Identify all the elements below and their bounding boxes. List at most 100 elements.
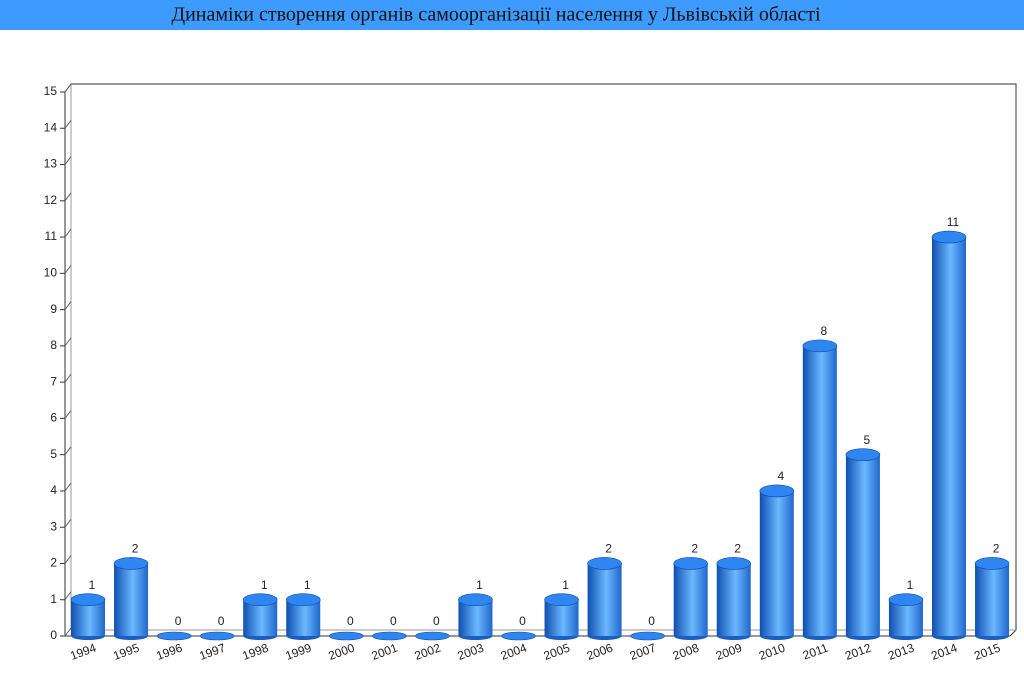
bar-top	[70, 593, 106, 607]
bar-top	[673, 557, 709, 570]
data-label: 2	[734, 542, 741, 556]
x-tick-label: 1998	[240, 641, 270, 663]
y-tick-3d	[64, 265, 72, 274]
data-label: 1	[261, 578, 268, 592]
data-label: 8	[821, 324, 828, 338]
y-tick-label: 13	[44, 157, 58, 171]
x-tick-label: 2010	[757, 641, 787, 663]
data-label: 2	[605, 542, 612, 556]
y-tick-3d	[64, 337, 72, 347]
bar-top	[888, 593, 924, 607]
y-tick-label: 14	[44, 120, 58, 134]
y-tick-3d	[64, 156, 72, 165]
x-tick-label: 2004	[499, 641, 529, 663]
x-tick-label: 1994	[68, 641, 98, 663]
data-label: 11	[947, 215, 960, 229]
y-tick-label: 4	[50, 483, 57, 497]
y-tick-3d	[64, 446, 72, 455]
data-label: 0	[175, 614, 182, 628]
bar-top	[759, 484, 795, 498]
x-tick-label: 2009	[714, 641, 744, 663]
y-tick-label: 8	[50, 338, 57, 352]
x-tick-label: 1999	[283, 641, 313, 663]
data-label: 1	[562, 578, 569, 592]
x-tick-label: 2011	[801, 641, 830, 663]
y-tick-label: 1	[50, 592, 57, 606]
y-tick-label: 3	[50, 519, 57, 533]
bar-top	[845, 448, 881, 461]
bar-top	[802, 339, 838, 353]
y-tick-label: 6	[50, 411, 57, 425]
x-tick-label: 2015	[972, 641, 1002, 663]
x-tick-label: 1997	[197, 641, 227, 663]
y-tick-3d	[64, 591, 72, 601]
data-label: 2	[132, 542, 139, 556]
data-label: 1	[89, 578, 96, 592]
bar-top	[156, 631, 192, 641]
y-tick-label: 0	[50, 628, 57, 642]
bar-top	[931, 230, 967, 244]
y-tick-label: 7	[50, 374, 57, 388]
x-tick-label: 2002	[413, 641, 443, 663]
bar	[802, 345, 837, 636]
y-tick-3d	[64, 518, 72, 528]
bar-top	[587, 557, 622, 570]
data-label: 5	[864, 433, 871, 447]
data-label: 0	[218, 614, 225, 628]
x-tick-label: 1996	[154, 641, 184, 663]
x-tick-label: 2007	[628, 641, 658, 663]
x-tick-label: 2014	[929, 641, 959, 663]
y-tick-3d	[64, 301, 72, 310]
x-tick-label: 2001	[370, 641, 400, 663]
data-label: 2	[691, 542, 698, 556]
y-tick-3d	[64, 373, 72, 383]
data-label: 0	[519, 614, 526, 628]
x-tick-label: 2012	[843, 641, 873, 663]
title-band	[0, 0, 1024, 30]
data-label: 0	[648, 614, 655, 628]
bar-top	[716, 557, 752, 570]
data-label: 1	[304, 578, 311, 592]
data-label: 4	[777, 469, 784, 483]
y-tick-3d	[64, 482, 72, 492]
data-label: 0	[347, 614, 354, 628]
x-tick-label: 1995	[111, 641, 141, 663]
y-tick-label: 11	[45, 229, 58, 243]
data-label: 0	[433, 614, 440, 628]
x-tick-label: 2006	[585, 641, 615, 663]
bar	[716, 563, 751, 636]
bar-top	[113, 557, 149, 570]
data-label: 1	[476, 578, 483, 592]
y-tick-label: 15	[44, 84, 58, 98]
y-tick-3d	[64, 555, 72, 564]
bar	[845, 454, 880, 636]
y-tick-3d	[64, 119, 72, 129]
bar-top	[242, 593, 278, 607]
bar	[759, 490, 794, 636]
bar-top	[501, 631, 536, 641]
data-label: 0	[390, 614, 397, 628]
y-tick-label: 9	[50, 302, 57, 316]
bar	[673, 563, 708, 636]
y-tick-3d	[64, 192, 72, 202]
y-tick-label: 10	[44, 266, 58, 280]
y-tick-3d	[64, 410, 72, 419]
chart-title: Динаміки створення органів самоорганізац…	[171, 4, 821, 26]
data-label: 1	[907, 578, 914, 592]
x-tick-label: 2005	[542, 641, 572, 663]
data-label: 2	[993, 542, 1000, 556]
y-tick-3d	[64, 627, 72, 637]
x-tick-label: 2000	[327, 641, 357, 663]
y-tick-label: 2	[50, 556, 57, 570]
bar-top	[415, 631, 450, 641]
bar-top	[544, 593, 579, 607]
bar-top	[630, 631, 665, 641]
bar-top	[372, 631, 407, 641]
x-tick-label: 2008	[671, 641, 701, 663]
bar	[932, 237, 966, 637]
y-tick-3d	[64, 228, 72, 238]
y-tick-label: 12	[44, 193, 58, 207]
x-tick-label: 2013	[886, 641, 916, 663]
x-tick-label: 2003	[456, 641, 486, 663]
